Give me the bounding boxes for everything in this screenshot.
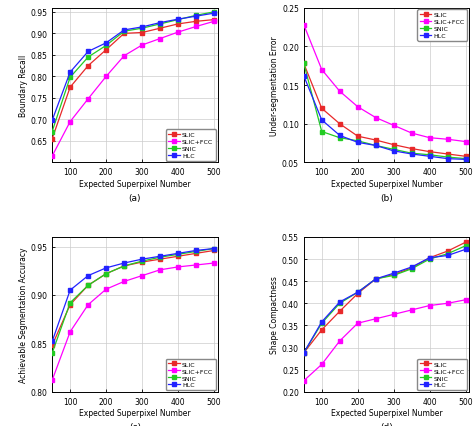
Text: (a): (a) bbox=[128, 193, 141, 202]
Text: (b): (b) bbox=[380, 193, 393, 202]
X-axis label: Expected Superpixel Number: Expected Superpixel Number bbox=[331, 409, 442, 417]
Text: (d): (d) bbox=[380, 422, 393, 426]
Y-axis label: Achievable Segmentation Accuracy: Achievable Segmentation Accuracy bbox=[18, 247, 27, 382]
Legend: SLIC, SLIC+FCC, SNIC, HLC: SLIC, SLIC+FCC, SNIC, HLC bbox=[418, 359, 467, 390]
Legend: SLIC, SLIC+FCC, SNIC, HLC: SLIC, SLIC+FCC, SNIC, HLC bbox=[418, 10, 467, 41]
X-axis label: Expected Superpixel Number: Expected Superpixel Number bbox=[79, 180, 191, 189]
X-axis label: Expected Superpixel Number: Expected Superpixel Number bbox=[331, 180, 442, 189]
Text: (c): (c) bbox=[129, 422, 141, 426]
Y-axis label: Shape Compactness: Shape Compactness bbox=[270, 276, 279, 354]
Legend: SLIC, SLIC+FCC, SNIC, HLC: SLIC, SLIC+FCC, SNIC, HLC bbox=[166, 359, 216, 390]
Legend: SLIC, SLIC+FCC, SNIC, HLC: SLIC, SLIC+FCC, SNIC, HLC bbox=[166, 130, 216, 161]
Y-axis label: Under-segmentation Error: Under-segmentation Error bbox=[270, 36, 279, 135]
Y-axis label: Boundary Recall: Boundary Recall bbox=[18, 55, 27, 117]
X-axis label: Expected Superpixel Number: Expected Superpixel Number bbox=[79, 409, 191, 417]
